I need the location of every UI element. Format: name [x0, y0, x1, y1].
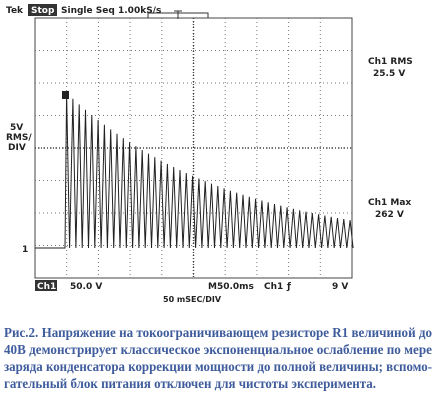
status-box: [28, 4, 57, 16]
mode: Single Seq: [61, 6, 115, 16]
measurement-label: Ch1 RMS: [368, 57, 413, 67]
timebase: M50.0ms: [208, 282, 254, 292]
measurement-value: 262 V: [375, 210, 404, 220]
waveform: [35, 92, 354, 249]
channel-marker: [62, 91, 69, 99]
caption-line: гательный блок питания отключен для чист…: [4, 376, 376, 391]
volt-scale: 50.0 V: [70, 282, 102, 292]
vdiv-label: 5V: [10, 123, 23, 133]
trigger-slope: ƒ: [286, 282, 291, 292]
vdiv-label: RMS/: [6, 133, 32, 143]
trigger-level: 9 V: [332, 282, 348, 292]
sample-rate: 1.00kS/s: [118, 6, 161, 16]
channel-box: [35, 280, 57, 291]
brand: Tek: [6, 6, 24, 16]
channel: Ch1: [37, 282, 56, 292]
time-div: 50 mSEC/DIV: [163, 295, 222, 304]
ground-marker: 1: [22, 245, 28, 255]
caption: Рис.2. Напряжение на токоограничивающем …: [4, 325, 432, 391]
scope-screen: Tek Stop Single Seq 1.00kS/s 5V RMS/ DIV…: [6, 4, 413, 304]
caption-line: 40В демонстрирует классическое экспоненц…: [4, 342, 432, 357]
status: Stop: [31, 6, 55, 16]
trigger-source: Ch1: [264, 282, 283, 292]
caption-line: заряда конденсатора коррекции мощности д…: [4, 359, 432, 374]
vdiv-label: DIV: [8, 143, 26, 153]
measurement-label: Ch1 Max: [368, 198, 411, 208]
measurement-value: 25.5 V: [373, 69, 405, 79]
caption-line: Рис.2. Напряжение на токоограничивающем …: [4, 325, 432, 340]
